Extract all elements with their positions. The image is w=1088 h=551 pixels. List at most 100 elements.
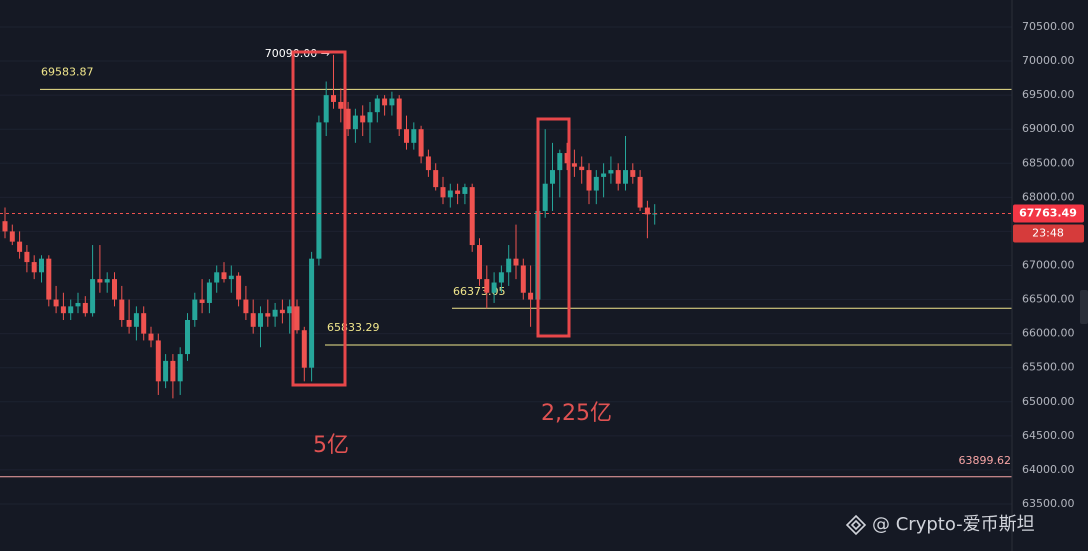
candle-body [243, 299, 249, 314]
candle-body [352, 115, 358, 130]
candle-body [367, 112, 373, 123]
candle-body [17, 241, 23, 252]
candle-body [542, 183, 548, 211]
y-tick-label: 67000.00 [1022, 258, 1075, 271]
candle-body [491, 282, 497, 293]
candle-body [323, 95, 329, 123]
candle-body [637, 176, 643, 208]
watermark: @ Crypto-爱币斯坦 [872, 514, 1035, 535]
candle-body [60, 306, 66, 314]
side-tab [1080, 290, 1088, 324]
candle-body [623, 170, 628, 184]
y-tick-label: 68500.00 [1022, 156, 1075, 169]
candle-body [455, 190, 461, 194]
level-label: 69583.87 [41, 65, 94, 78]
candle-body [338, 101, 344, 109]
candle-body [148, 333, 154, 341]
y-tick-label: 68000.00 [1022, 190, 1075, 203]
candle-body [141, 313, 147, 334]
candle-body [360, 115, 366, 123]
candle-body [644, 207, 650, 215]
candle-body [24, 251, 30, 263]
candle-body [75, 302, 81, 307]
candle-body [155, 340, 161, 382]
candle-body [345, 108, 351, 130]
y-tick-label: 70000.00 [1022, 54, 1075, 67]
candle-body [53, 299, 59, 307]
y-tick-label: 66500.00 [1022, 293, 1075, 306]
y-tick-label: 66000.00 [1022, 327, 1075, 340]
candle-body [185, 319, 190, 355]
candle-body [221, 272, 227, 280]
candle-body [418, 129, 424, 157]
level-label: 63899.62 [959, 454, 1012, 467]
candle-body [250, 313, 256, 327]
candle-body [601, 173, 607, 177]
candle-body [177, 354, 183, 382]
candle-body [462, 187, 468, 194]
candle-body [571, 163, 577, 167]
y-tick-label: 63500.00 [1022, 497, 1075, 510]
candle-body [236, 275, 242, 300]
candle-body [31, 262, 37, 273]
y-tick-label: 64000.00 [1022, 463, 1075, 476]
candle-body [433, 170, 439, 188]
candle-body [46, 258, 52, 300]
candle-body [104, 279, 110, 283]
candle-body [550, 170, 555, 184]
candle-body [112, 279, 117, 300]
watermark-logo [845, 514, 867, 536]
candle-body [294, 306, 300, 331]
y-tick-label: 70500.00 [1022, 20, 1075, 33]
candle-body [382, 98, 388, 106]
candle-body [506, 258, 512, 273]
logo [845, 514, 867, 536]
candle-body [258, 313, 263, 327]
candle-body [133, 313, 139, 327]
candle-body [192, 299, 198, 320]
candle-body [97, 279, 103, 283]
candle-body [170, 360, 176, 382]
candle-body [425, 156, 431, 171]
y-tick-label: 69500.00 [1022, 88, 1075, 101]
candle-body [389, 98, 395, 106]
candle-body [287, 306, 293, 314]
candle-body [126, 319, 132, 327]
candle-body [528, 292, 534, 300]
candle-body [440, 187, 446, 198]
candle-body [9, 231, 15, 242]
candle-body [119, 299, 125, 320]
annotation: 5亿 [313, 433, 349, 458]
y-tick-label: 65500.00 [1022, 361, 1075, 374]
y-tick-label: 69000.00 [1022, 122, 1075, 135]
candle-body [199, 299, 205, 303]
candle-body [396, 98, 402, 130]
candle-body [316, 122, 322, 259]
y-tick-label: 65000.00 [1022, 395, 1075, 408]
grid [0, 26, 1012, 505]
y-tick-label: 64500.00 [1022, 429, 1075, 442]
candle-body [279, 309, 285, 314]
candle-body [469, 187, 475, 246]
candle-body [447, 190, 453, 198]
candle-body [630, 170, 636, 177]
candle-body [411, 129, 417, 143]
countdown-label: 23:48 [1032, 226, 1064, 239]
candle-body [90, 279, 96, 314]
candle-body [484, 279, 490, 293]
candle-body [498, 272, 504, 283]
candle-body [564, 153, 570, 164]
highlight-box [291, 50, 347, 387]
candle-body [301, 330, 307, 368]
level-label: 66373.05 [453, 285, 506, 298]
candle-body [82, 302, 88, 314]
candle-body [2, 221, 8, 232]
candle-body [265, 313, 271, 317]
level-label: 65833.29 [327, 321, 380, 334]
candle-body [331, 95, 336, 102]
candle-body [615, 170, 621, 184]
candle-body [228, 275, 234, 280]
candle-body [206, 282, 212, 303]
